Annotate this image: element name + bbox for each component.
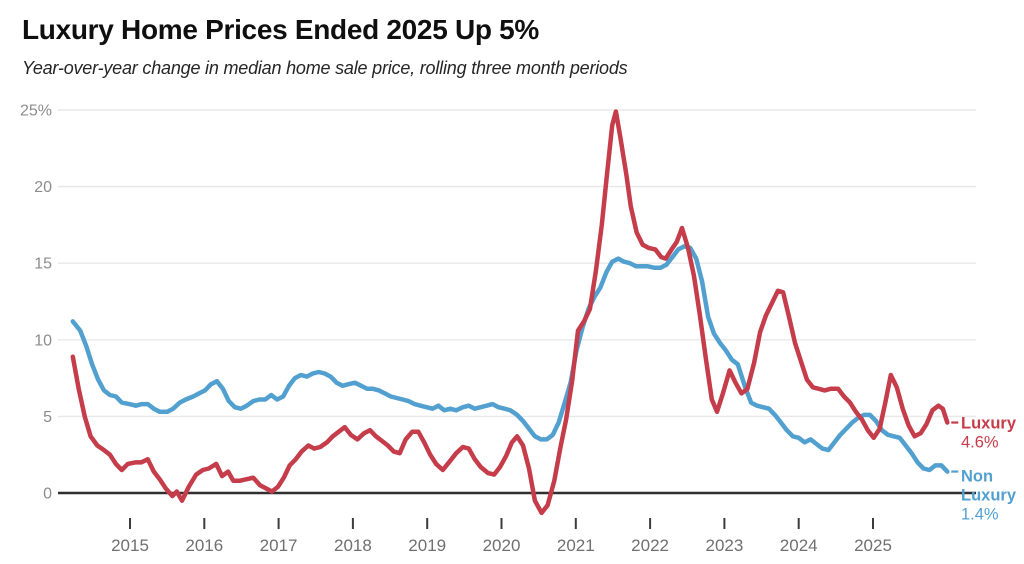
x-axis-label: 2016	[185, 536, 223, 555]
non-luxury-end-label: Luxury	[961, 487, 1017, 505]
y-axis-label: 25%	[20, 103, 52, 120]
x-axis-label: 2020	[483, 536, 521, 555]
non-luxury-line	[70, 244, 950, 474]
x-axis-label: 2025	[854, 536, 892, 555]
chart-subtitle: Year-over-year change in median home sal…	[22, 58, 628, 78]
y-axis-label: 15	[34, 256, 52, 273]
luxury-line	[70, 109, 950, 516]
x-axis-label: 2021	[557, 536, 595, 555]
y-axis-label: 10	[34, 332, 52, 349]
x-axis-label: 2018	[334, 536, 372, 555]
y-axis-label: 0	[43, 486, 52, 503]
luxury-end-value: 4.6%	[961, 434, 999, 452]
x-axis-label: 2015	[111, 536, 149, 555]
x-axis-label: 2019	[408, 536, 446, 555]
y-axis-label: 5	[43, 409, 52, 426]
x-axis-label: 2017	[260, 536, 298, 555]
luxury-end-label: Luxury	[961, 415, 1017, 433]
x-axis-label: 2023	[705, 536, 743, 555]
non-luxury-end-label: Non	[961, 468, 993, 486]
non-luxury-end-value: 1.4%	[961, 506, 999, 524]
x-axis-label: 2022	[631, 536, 669, 555]
x-axis-label: 2024	[780, 536, 818, 555]
y-axis-label: 20	[34, 179, 52, 196]
chart-title: Luxury Home Prices Ended 2025 Up 5%	[22, 14, 540, 45]
